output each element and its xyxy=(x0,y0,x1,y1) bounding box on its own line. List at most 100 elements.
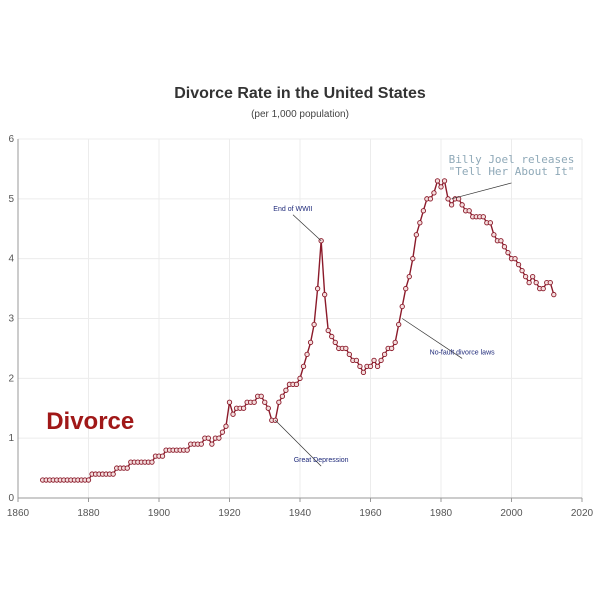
data-point xyxy=(307,339,314,346)
data-point xyxy=(159,453,166,459)
data-point xyxy=(431,190,437,196)
data-point xyxy=(438,184,444,190)
data-point xyxy=(371,357,377,364)
data-point xyxy=(547,279,553,286)
data-point xyxy=(487,220,493,226)
annotation-billy-joel: Billy Joel releases "Tell Her About It" xyxy=(449,153,575,178)
annotation-label: No-fault divorce laws xyxy=(430,349,495,356)
data-point xyxy=(262,399,268,405)
data-point xyxy=(283,387,289,393)
data-point xyxy=(388,345,395,352)
data-point xyxy=(325,327,331,334)
data-point xyxy=(332,339,338,346)
data-point xyxy=(85,477,92,483)
data-point xyxy=(515,261,522,268)
data-point xyxy=(448,202,455,208)
x-tick-label: 1960 xyxy=(359,508,382,519)
annotation-leader xyxy=(402,318,463,359)
data-point xyxy=(346,351,352,358)
data-point xyxy=(533,279,539,286)
data-point xyxy=(434,178,441,184)
y-tick-label: 5 xyxy=(8,194,14,205)
data-point xyxy=(459,202,465,208)
data-point xyxy=(360,369,367,375)
data-point xyxy=(540,285,546,292)
annotation-leader xyxy=(292,214,322,241)
data-point xyxy=(276,399,282,405)
data-point xyxy=(381,351,388,358)
data-point xyxy=(374,363,381,370)
series-label-divorce: Divorce xyxy=(46,408,134,435)
data-point xyxy=(417,220,423,226)
data-point xyxy=(230,411,236,417)
data-point xyxy=(240,405,247,411)
series-divorce xyxy=(40,178,557,483)
data-point xyxy=(406,273,412,280)
annotation-leader xyxy=(451,182,512,200)
data-point xyxy=(410,256,416,262)
data-point xyxy=(258,393,264,399)
x-tick-label: 1880 xyxy=(77,508,100,519)
data-point xyxy=(226,399,233,405)
data-point xyxy=(209,441,215,447)
chart-title: Divorce Rate in the United States xyxy=(174,85,426,102)
data-point xyxy=(491,232,497,238)
data-point xyxy=(367,363,374,370)
y-tick-label: 3 xyxy=(8,314,14,325)
annotation-label: Great Depression xyxy=(294,457,349,464)
data-point xyxy=(304,351,310,358)
data-point xyxy=(522,273,529,280)
y-tick-label: 1 xyxy=(8,433,14,444)
data-point xyxy=(512,256,518,262)
data-point xyxy=(251,399,257,405)
data-point xyxy=(300,363,307,370)
data-point xyxy=(216,435,222,441)
annotation-leader xyxy=(275,419,322,467)
data-point xyxy=(403,285,409,292)
data-point xyxy=(110,471,116,477)
data-point xyxy=(329,333,335,340)
data-point xyxy=(420,208,427,214)
annotation-line: Billy Joel releases xyxy=(449,153,575,166)
data-point xyxy=(480,214,486,220)
x-tick-label: 1860 xyxy=(7,508,30,519)
data-point xyxy=(466,208,472,214)
data-point xyxy=(219,429,226,435)
data-point xyxy=(297,375,303,381)
annotation-line: "Tell Her About It" xyxy=(449,165,575,178)
data-point xyxy=(396,321,402,328)
data-point xyxy=(445,196,451,202)
data-point xyxy=(519,267,525,274)
grid xyxy=(17,138,583,499)
x-tick-label: 1940 xyxy=(289,508,312,519)
data-point xyxy=(551,291,557,298)
x-tick-label: 2000 xyxy=(500,508,523,519)
data-point xyxy=(223,423,229,429)
data-point xyxy=(505,250,511,256)
data-point xyxy=(149,459,155,465)
annotations: End of WWII Great Depression No-fault divo… xyxy=(273,153,575,467)
y-tick-label: 0 xyxy=(8,493,14,504)
data-point xyxy=(314,285,321,292)
data-point xyxy=(124,465,130,471)
x-tick-label: 2020 xyxy=(571,508,594,519)
data-point xyxy=(441,178,448,184)
y-tick-label: 4 xyxy=(8,254,14,265)
data-point xyxy=(343,345,349,352)
axes xyxy=(17,139,583,502)
data-point xyxy=(378,357,384,364)
data-point xyxy=(322,291,328,298)
x-tick-label: 1900 xyxy=(148,508,171,519)
annotation-label: End of WWII xyxy=(273,206,312,213)
data-point xyxy=(530,273,536,280)
y-tick-label: 2 xyxy=(8,373,14,384)
data-point xyxy=(279,393,286,399)
chart-subtitle: (per 1,000 population) xyxy=(251,109,349,120)
data-point xyxy=(265,405,271,411)
tick-labels: 1860 1880 1900 1920 1940 1960 1980 2000 2020 0 1 2 3… xyxy=(7,134,594,519)
data-point xyxy=(413,232,419,238)
data-point xyxy=(498,238,504,244)
data-point xyxy=(501,244,508,250)
data-point xyxy=(293,381,300,387)
